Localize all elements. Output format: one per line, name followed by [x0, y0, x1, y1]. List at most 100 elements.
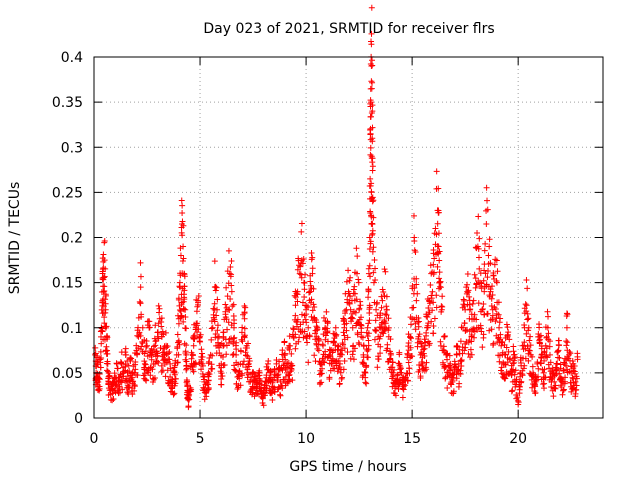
- data-point-dense: [466, 293, 473, 300]
- data-point-dense: [300, 256, 307, 263]
- data-point-dense: [383, 293, 390, 300]
- data-point-dense: [286, 333, 293, 340]
- data-point-dense: [205, 384, 212, 391]
- data-point-dense: [374, 299, 381, 306]
- data-point-dense: [287, 368, 294, 375]
- data-point-dense: [117, 358, 124, 365]
- data-point-dense: [449, 390, 456, 397]
- data-point-dense: [211, 258, 218, 265]
- data-point-dense: [480, 300, 487, 307]
- data-point-dense: [420, 346, 427, 353]
- data-point-dense: [198, 366, 205, 373]
- data-point-dense: [162, 329, 169, 336]
- data-point-dense: [260, 402, 267, 409]
- data-point-dense: [132, 359, 139, 366]
- data-point-dense: [179, 218, 186, 225]
- data-point-dense: [372, 277, 379, 284]
- data-point-dense: [122, 361, 129, 368]
- data-point-dense: [543, 333, 550, 340]
- data-point-dense: [546, 343, 553, 350]
- data-point: [190, 342, 197, 349]
- data-point: [430, 261, 437, 268]
- data-point-dense: [305, 359, 312, 366]
- data-point-dense: [118, 379, 125, 386]
- data-point-dense: [369, 57, 376, 64]
- data-point: [305, 324, 312, 331]
- data-point-dense: [464, 270, 471, 277]
- data-point-dense: [369, 248, 376, 255]
- data-point-dense: [425, 305, 432, 312]
- data-point-dense: [430, 299, 437, 306]
- data-point-dense: [567, 350, 574, 357]
- data-point: [315, 347, 322, 354]
- data-point-dense: [239, 361, 246, 368]
- data-point-dense: [212, 331, 219, 338]
- data-point-dense: [276, 391, 283, 398]
- data-point-dense: [455, 383, 462, 390]
- data-point-dense: [433, 168, 440, 175]
- data-point: [347, 306, 354, 313]
- data-point-dense: [211, 316, 218, 323]
- data-point-dense: [520, 365, 527, 372]
- data-point-dense: [350, 356, 357, 363]
- data-point-dense: [293, 290, 300, 297]
- axis-ticks: [93, 56, 603, 419]
- data-point-dense: [324, 338, 331, 345]
- data-point-dense: [484, 206, 491, 213]
- data-point-dense: [227, 296, 234, 303]
- data-point-dense: [165, 377, 172, 384]
- data-point-dense: [246, 358, 253, 365]
- data-point-dense: [343, 320, 350, 327]
- data-point-dense: [547, 359, 554, 366]
- data-point-dense: [343, 327, 350, 334]
- data-point-dense: [158, 362, 165, 369]
- data-point-dense: [431, 315, 438, 322]
- data-point-dense: [191, 360, 198, 367]
- data-point-dense: [437, 338, 444, 345]
- data-point-dense: [457, 357, 464, 364]
- data-point: [481, 288, 488, 295]
- data-point-dense: [550, 393, 557, 400]
- y-tick-label: 0.25: [52, 185, 83, 201]
- data-point-dense: [158, 315, 165, 322]
- data-point-dense: [377, 343, 384, 350]
- data-point-dense: [496, 358, 503, 365]
- data-point-dense: [484, 197, 491, 204]
- data-point-dense: [292, 294, 299, 301]
- data-point-dense: [134, 372, 141, 379]
- data-point-dense: [495, 311, 502, 318]
- data-point-dense: [141, 358, 148, 365]
- data-point-dense: [303, 335, 310, 342]
- data-point-dense: [436, 248, 443, 255]
- data-point-dense: [304, 339, 311, 346]
- y-tick-label: 0.15: [52, 276, 83, 292]
- data-point-dense: [166, 349, 173, 356]
- data-point-dense: [437, 278, 444, 285]
- data-point-dense: [171, 390, 178, 397]
- data-point-dense: [515, 399, 522, 406]
- data-point-dense: [383, 306, 390, 313]
- data-point-dense: [135, 324, 142, 331]
- data-point-dense: [407, 344, 414, 351]
- data-point-dense: [526, 347, 533, 354]
- data-point: [563, 324, 570, 331]
- data-point-dense: [427, 262, 434, 269]
- data-point-dense: [564, 339, 571, 346]
- data-point-dense: [337, 369, 344, 376]
- data-point-dense: [439, 303, 446, 310]
- data-point-dense: [158, 323, 165, 330]
- data-point-dense: [312, 330, 319, 337]
- data-point-dense: [524, 310, 531, 317]
- data-point-dense: [435, 230, 442, 237]
- data-point-dense: [369, 79, 376, 86]
- data-point-dense: [183, 325, 190, 332]
- data-point-dense: [477, 322, 484, 329]
- data-point-dense: [308, 313, 315, 320]
- data-point-dense: [318, 370, 325, 377]
- data-point-dense: [481, 247, 488, 254]
- data-point-dense: [114, 365, 121, 372]
- data-point-dense: [524, 285, 531, 292]
- data-point-dense: [367, 144, 374, 151]
- data-point-dense: [267, 387, 274, 394]
- data-point-dense: [370, 197, 377, 204]
